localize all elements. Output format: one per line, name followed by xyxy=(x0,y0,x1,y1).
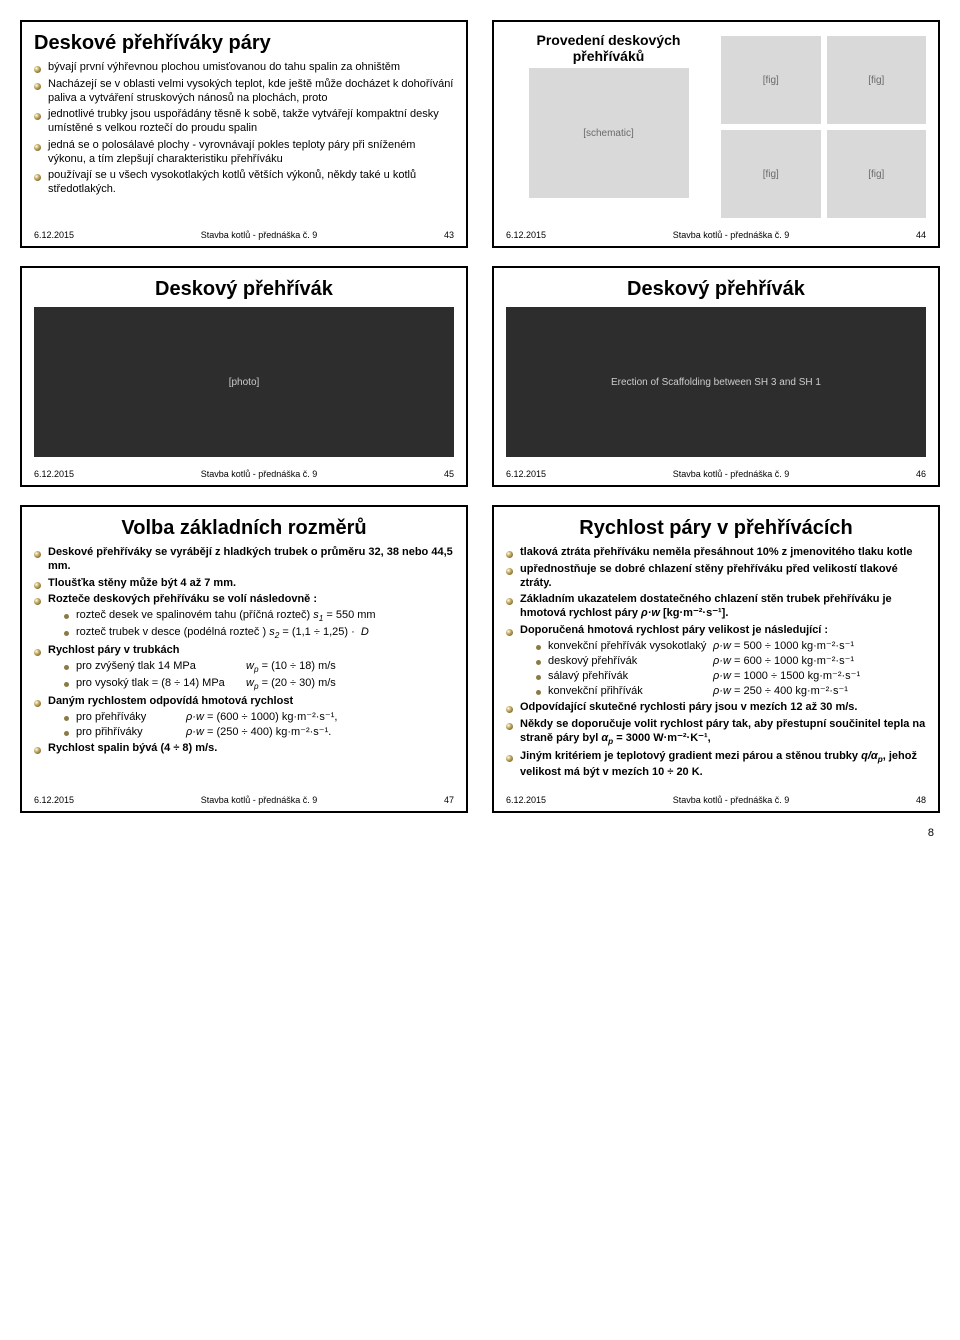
footer-num: 46 xyxy=(916,469,926,479)
diagram-variant-3: [fig] xyxy=(721,130,821,218)
slide-47: Volba základních rozměrů Deskové přehřív… xyxy=(20,505,468,813)
footer-lecture: Stavba kotlů - přednáška č. 9 xyxy=(673,469,790,479)
bullet: Daným rychlostem odpovídá hmotová rychlo… xyxy=(34,695,454,739)
diagram-variant-4: [fig] xyxy=(827,130,927,218)
footer-date: 6.12.2015 xyxy=(34,469,74,479)
diagram-variant-1: [fig] xyxy=(721,36,821,124)
bullet: tlaková ztráta přehříváku neměla přesáhn… xyxy=(506,546,926,560)
slide-title: Volba základních rozměrů xyxy=(34,517,454,540)
bullet: jednotlivé trubky jsou uspořádány těsně … xyxy=(34,108,454,136)
bullet: Někdy se doporučuje volit rychlost páry … xyxy=(506,718,926,747)
footer-num: 48 xyxy=(916,795,926,805)
slide-43: Deskové přehříváky páry bývají první výh… xyxy=(20,20,468,248)
slide-title: Provedení deskových přehříváků xyxy=(506,32,711,64)
slide-44: Provedení deskových přehříváků [schemati… xyxy=(492,20,940,248)
bullet-list: Deskové přehříváky se vyrábějí z hladkýc… xyxy=(34,546,454,756)
sub-bullet: sálavý přehřívákρ·w = 1000 ÷ 1500 kg·m⁻²… xyxy=(536,670,926,683)
sub-bullet: deskový přehřívákρ·w = 600 ÷ 1000 kg·m⁻²… xyxy=(536,655,926,668)
footer-lecture: Stavba kotlů - přednáška č. 9 xyxy=(201,795,318,805)
footer-date: 6.12.2015 xyxy=(34,230,74,240)
bullet: Rychlost spalin bývá (4 ÷ 8) m/s. xyxy=(34,742,454,756)
footer-lecture: Stavba kotlů - přednáška č. 9 xyxy=(201,469,318,479)
bullet-list: bývají první výhřevnou plochou umisťovan… xyxy=(34,61,454,197)
bullet: Základním ukazatelem dostatečného chlaze… xyxy=(506,593,926,621)
slide-footer: 6.12.2015 Stavba kotlů - přednáška č. 9 … xyxy=(34,469,454,479)
bullet: Tloušťka stěny může být 4 až 7 mm. xyxy=(34,577,454,591)
bullet: bývají první výhřevnou plochou umisťovan… xyxy=(34,61,454,75)
sub-bullet: rozteč desek ve spalinovém tahu (příčná … xyxy=(64,609,454,624)
footer-lecture: Stavba kotlů - přednáška č. 9 xyxy=(673,230,790,240)
sub-bullet: pro přehřívákyρ·w = (600 ÷ 1000) kg·m⁻²·… xyxy=(64,711,454,724)
bullet: Nacházejí se v oblasti velmi vysokých te… xyxy=(34,78,454,106)
slide-footer: 6.12.2015 Stavba kotlů - přednáška č. 9 … xyxy=(506,230,926,240)
slide-footer: 6.12.2015 Stavba kotlů - přednáška č. 9 … xyxy=(506,469,926,479)
footer-date: 6.12.2015 xyxy=(506,469,546,479)
diagram-variant-2: [fig] xyxy=(827,36,927,124)
footer-num: 45 xyxy=(444,469,454,479)
bullet: upřednostňuje se dobré chlazení stěny př… xyxy=(506,563,926,591)
footer-date: 6.12.2015 xyxy=(506,230,546,240)
footer-num: 43 xyxy=(444,230,454,240)
footer-num: 44 xyxy=(916,230,926,240)
bullet: Deskové přehříváky se vyrábějí z hladkýc… xyxy=(34,546,454,574)
footer-date: 6.12.2015 xyxy=(34,795,74,805)
footer-lecture: Stavba kotlů - přednáška č. 9 xyxy=(201,230,318,240)
bullet: Odpovídající skutečné rychlosti páry jso… xyxy=(506,701,926,715)
sub-bullet: pro vysoký tlak = (8 ÷ 14) MPawp = (20 ÷… xyxy=(64,677,454,692)
footer-date: 6.12.2015 xyxy=(506,795,546,805)
sub-bullet: konvekční přehřívák vysokotlakýρ·w = 500… xyxy=(536,640,926,653)
slide-48: Rychlost páry v přehřívácích tlaková ztr… xyxy=(492,505,940,813)
footer-num: 47 xyxy=(444,795,454,805)
slide-footer: 6.12.2015 Stavba kotlů - přednáška č. 9 … xyxy=(506,795,926,805)
slide-title: Deskový přehřívák xyxy=(34,278,454,301)
slide-title: Rychlost páry v přehřívácích xyxy=(506,517,926,540)
slide-grid: Deskové přehříváky páry bývají první výh… xyxy=(20,20,940,813)
sub-bullet: pro přihřívákyρ·w = (250 ÷ 400) kg·m⁻²·s… xyxy=(64,726,454,739)
sub-bullet: pro zvýšený tlak 14 MPawp = (10 ÷ 18) m/… xyxy=(64,660,454,675)
slide-45: Deskový přehřívák [photo] 6.12.2015 Stav… xyxy=(20,266,468,487)
bullet-list: tlaková ztráta přehříváku neměla přesáhn… xyxy=(506,546,926,780)
slide-footer: 6.12.2015 Stavba kotlů - přednáška č. 9 … xyxy=(34,230,454,240)
diagram-superheater-section: [schematic] xyxy=(529,68,689,198)
photo-scaffolding: Erection of Scaffolding between SH 3 and… xyxy=(506,307,926,457)
bullet: jedná se o polosálavé plochy - vyrovnáva… xyxy=(34,139,454,167)
slide-footer: 6.12.2015 Stavba kotlů - přednáška č. 9 … xyxy=(34,795,454,805)
photo-superheater-interior: [photo] xyxy=(34,307,454,457)
bullet: používají se u všech vysokotlakých kotlů… xyxy=(34,169,454,197)
slide-title: Deskové přehříváky páry xyxy=(34,32,454,55)
bullet: Jiným kritériem je teplotový gradient me… xyxy=(506,750,926,779)
sub-bullet: rozteč trubek v desce (podélná rozteč ) … xyxy=(64,626,454,641)
footer-lecture: Stavba kotlů - přednáška č. 9 xyxy=(673,795,790,805)
page-number: 8 xyxy=(20,827,940,839)
bullet: Doporučená hmotová rychlost páry velikos… xyxy=(506,624,926,699)
bullet: Rozteče deskových přehříváku se volí nás… xyxy=(34,593,454,641)
bullet: Rychlost páry v trubkách pro zvýšený tla… xyxy=(34,644,454,692)
slide-46: Deskový přehřívák Erection of Scaffoldin… xyxy=(492,266,940,487)
slide-title: Deskový přehřívák xyxy=(506,278,926,301)
sub-bullet: konvekční přihřívákρ·w = 250 ÷ 400 kg·m⁻… xyxy=(536,685,926,698)
